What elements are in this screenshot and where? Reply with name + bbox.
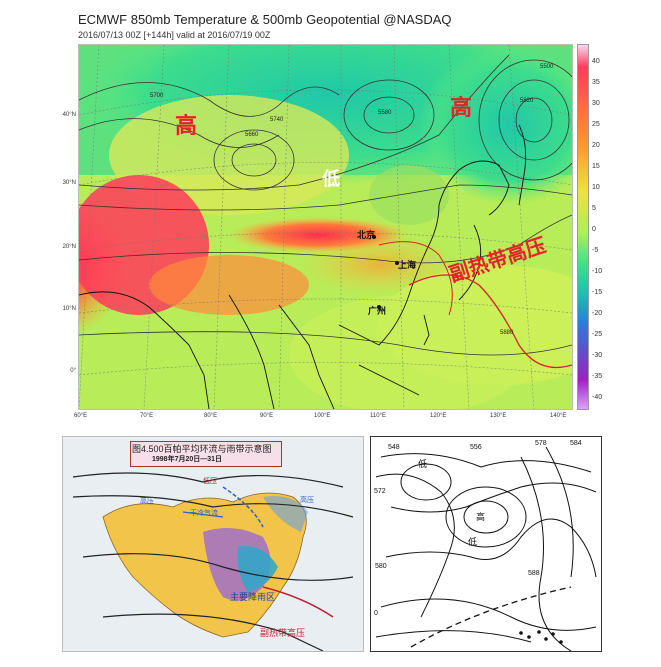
contour-label: 588 <box>528 570 540 577</box>
contour-label: 572 <box>374 488 386 495</box>
rain-belt-title-box <box>130 441 282 467</box>
label-high: 高压 <box>140 498 154 505</box>
label-subtropical-high: 副热带高压 <box>260 628 306 638</box>
colorbar-tick: -25 <box>592 331 603 338</box>
circulation-sketch <box>370 436 602 652</box>
latitude-label: 30°N <box>62 180 76 186</box>
high-pressure-label-west: 高 <box>175 113 198 138</box>
colorbar-tick: 10 <box>592 184 600 191</box>
colorbar-tick: 0 <box>592 226 596 233</box>
longitude-label: 130°E <box>490 413 507 419</box>
longitude-label: 70°E <box>140 413 154 419</box>
low-label-upper: 低 <box>418 459 428 469</box>
colorbar-tick: -15 <box>592 289 603 296</box>
colorbar-tick: -35 <box>592 373 603 380</box>
colorbar-tick: 30 <box>592 100 600 107</box>
rain-belt-date: 1998年7月20日—31日 <box>152 456 223 463</box>
contour-label: 548 <box>388 444 400 451</box>
city-shanghai: 上海 <box>398 260 417 270</box>
colorbar-tick: -30 <box>592 352 603 359</box>
colorbar-tick: 25 <box>592 121 600 128</box>
colorbar-tick: 35 <box>592 79 600 86</box>
label-cold-air: 干冷气流 <box>190 510 218 517</box>
contour-label: 5740 <box>270 117 284 123</box>
map-title: ECMWF 850mb Temperature & 500mb Geopoten… <box>78 12 452 27</box>
colorbar-tick: 5 <box>592 205 596 212</box>
label-main-rain-belt: 主要降雨区 <box>230 592 276 602</box>
colorbar-tick: 15 <box>592 163 600 170</box>
contour-label: 5700 <box>150 93 164 99</box>
longitude-label: 110°E <box>370 413 386 419</box>
longitude-label: 100°E <box>314 413 331 419</box>
latitude-label: 20°N <box>62 244 76 250</box>
city-beijing: 北京 <box>357 230 376 240</box>
colorbar-tick: 40 <box>592 58 600 65</box>
latitude-label: 40°N <box>62 112 76 118</box>
temperature-colorbar <box>577 44 589 410</box>
circulation-sketch-canvas <box>375 446 597 651</box>
latitude-label: 10°N <box>62 306 76 312</box>
rain-belt-canvas <box>63 437 363 651</box>
map-subtitle: 2016/07/13 00Z [+144h] valid at 2016/07/… <box>78 30 271 40</box>
temperature-geopotential-map <box>78 44 573 410</box>
contour-label: 0 <box>374 610 378 617</box>
label-upper-high: 高压 <box>300 497 314 504</box>
longitude-label: 80°E <box>204 413 218 419</box>
colorbar-tick: -10 <box>592 268 603 275</box>
rain-belt-title: 图4.500百帕平均环流与雨带示意图 <box>132 444 272 454</box>
contour-label: 578 <box>535 440 547 447</box>
high-pressure-label-east: 高 <box>450 95 473 120</box>
longitude-label: 140°E <box>550 413 567 419</box>
contour-label: 556 <box>470 444 482 451</box>
contour-label: 5660 <box>245 132 259 138</box>
map-canvas <box>79 45 572 409</box>
colorbar-tick: 20 <box>592 142 600 149</box>
low-label-lower: 低 <box>468 537 478 547</box>
colorbar-tick: -20 <box>592 310 603 317</box>
contour-label: 580 <box>375 563 387 570</box>
label-low: 低压 <box>203 478 217 485</box>
contour-label: 5580 <box>378 110 392 116</box>
contour-label: 5880 <box>500 330 514 336</box>
colorbar-tick: -40 <box>592 394 603 401</box>
contour-label: 5820 <box>520 98 534 104</box>
longitude-label: 60°E <box>74 413 88 419</box>
low-pressure-label: 低 <box>322 169 340 189</box>
contour-label: 584 <box>570 440 582 447</box>
high-label: 高 <box>476 512 486 522</box>
colorbar-tick: -5 <box>592 247 599 254</box>
longitude-label: 90°E <box>260 413 274 419</box>
longitude-label: 120°E <box>430 413 447 419</box>
city-guangzhou: 广州 <box>368 306 387 316</box>
rain-belt-map <box>62 436 364 652</box>
contour-label: 5500 <box>540 64 554 70</box>
latitude-label: 0° <box>70 368 76 374</box>
